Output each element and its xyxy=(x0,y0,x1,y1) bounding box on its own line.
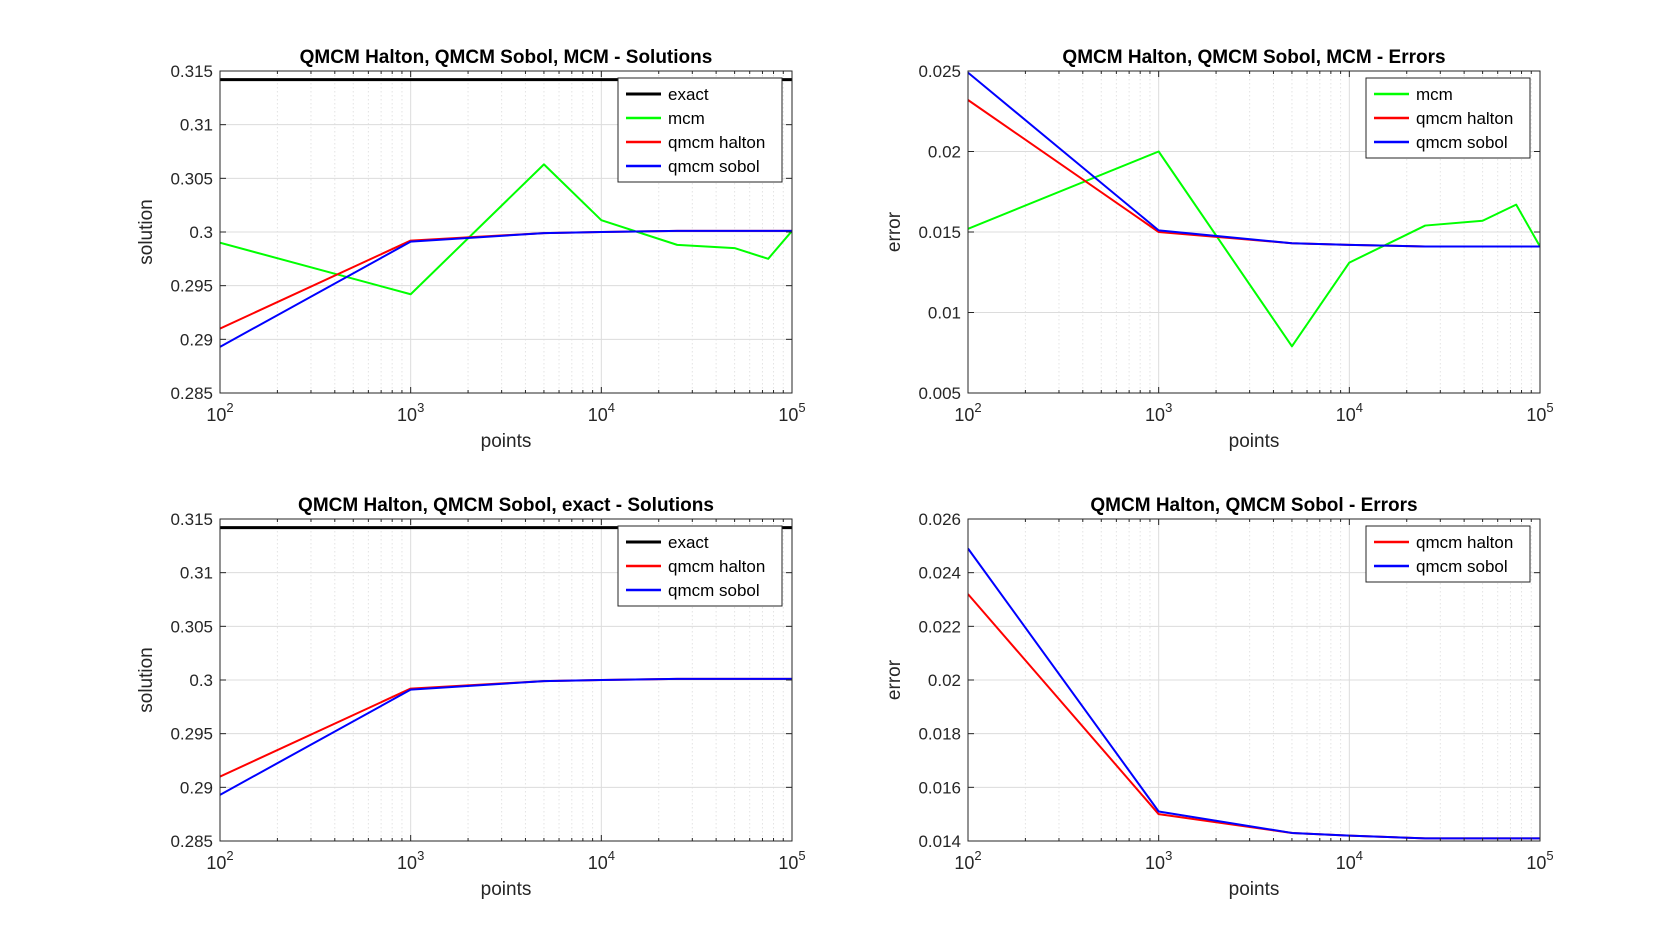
legend: qmcm halton qmcm sobol xyxy=(1365,525,1531,583)
x-tick-label: 105 xyxy=(1526,848,1553,873)
x-tick-label: 103 xyxy=(1145,848,1172,873)
chart-title: QMCM Halton, QMCM Sobol, exact - Solutio… xyxy=(298,495,714,516)
y-tick-label: 0.305 xyxy=(170,617,213,636)
y-tick-label: 0.015 xyxy=(918,223,961,242)
y-tick-label: 0.3 xyxy=(189,671,213,690)
subplot-3: 102 103 104 105 0.285 0.29 0.295 0.3 0.305 0.31 0.… xyxy=(136,495,806,900)
legend-label: qmcm halton xyxy=(668,557,765,576)
y-tick-label: 0.315 xyxy=(170,62,213,81)
legend-label: mcm xyxy=(1416,85,1453,104)
series-line-qmcm-sobol xyxy=(968,71,1540,248)
legend-label: qmcm sobol xyxy=(668,157,760,176)
subplot-4: 102 103 104 105 0.014 0.016 0.018 0.02 0.022 0.02… xyxy=(884,495,1554,900)
x-tick-label: 105 xyxy=(1526,400,1553,425)
legend-box xyxy=(1365,525,1531,583)
y-axis-label: error xyxy=(884,211,905,252)
y-tick-label: 0.022 xyxy=(918,617,961,636)
y-axis-label: error xyxy=(884,659,905,700)
subplot-1: 102 103 104 105 0.285 0.29 0.295 0.3 0.305 0.31 0.… xyxy=(136,47,806,452)
y-tick-label: 0.026 xyxy=(918,510,961,529)
x-tick-label: 104 xyxy=(588,400,615,425)
x-tick-label: 104 xyxy=(1336,400,1363,425)
x-axis-label: points xyxy=(481,431,532,452)
x-tick-label: 103 xyxy=(1145,400,1172,425)
y-tick-label: 0.295 xyxy=(170,277,213,296)
legend: mcm qmcm halton qmcm sobol xyxy=(1365,77,1531,159)
series-line-mcm xyxy=(220,163,792,296)
x-tick-label: 104 xyxy=(1336,848,1363,873)
legend-label: mcm xyxy=(668,109,705,128)
x-tick-label: 103 xyxy=(397,400,424,425)
y-tick-label: 0.315 xyxy=(170,510,213,529)
x-tick-label: 102 xyxy=(206,848,233,873)
x-tick-label: 105 xyxy=(778,400,805,425)
legend: exact mcm qmcm halton qmcm sobol xyxy=(617,77,783,183)
x-tick-label: 102 xyxy=(954,400,981,425)
x-tick-label: 105 xyxy=(778,848,805,873)
x-axis-label: points xyxy=(1229,431,1280,452)
legend-label: exact xyxy=(668,533,709,552)
y-tick-label: 0.014 xyxy=(918,832,961,851)
y-tick-label: 0.285 xyxy=(170,384,213,403)
y-tick-label: 0.005 xyxy=(918,384,961,403)
y-tick-label: 0.285 xyxy=(170,832,213,851)
legend: exact qmcm halton qmcm sobol xyxy=(617,525,783,607)
legend-label: qmcm halton xyxy=(1416,109,1513,128)
y-tick-label: 0.01 xyxy=(928,304,961,323)
legend-label: qmcm sobol xyxy=(1416,133,1508,152)
y-tick-label: 0.016 xyxy=(918,778,961,797)
y-tick-label: 0.29 xyxy=(180,778,213,797)
legend-label: qmcm sobol xyxy=(1416,557,1508,576)
x-tick-label: 103 xyxy=(397,848,424,873)
series-line-qmcm-sobol xyxy=(220,677,792,796)
chart-title: QMCM Halton, QMCM Sobol, MCM - Errors xyxy=(1062,47,1445,68)
y-tick-label: 0.3 xyxy=(189,223,213,242)
y-axis-label: solution xyxy=(136,199,157,265)
y-tick-label: 0.31 xyxy=(180,564,213,583)
legend-label: qmcm sobol xyxy=(668,581,760,600)
chart-title: QMCM Halton, QMCM Sobol, MCM - Solutions xyxy=(300,47,713,68)
y-tick-label: 0.018 xyxy=(918,725,961,744)
y-tick-label: 0.024 xyxy=(918,564,961,583)
legend-label: qmcm halton xyxy=(668,133,765,152)
series-line-mcm xyxy=(968,150,1540,348)
subplot-2: 102 103 104 105 0.005 0.01 0.015 0.02 0.025 QMCM … xyxy=(884,47,1554,452)
y-tick-label: 0.31 xyxy=(180,116,213,135)
y-tick-label: 0.295 xyxy=(170,725,213,744)
x-axis-label: points xyxy=(481,879,532,900)
legend-label: exact xyxy=(668,85,709,104)
y-tick-label: 0.29 xyxy=(180,330,213,349)
x-tick-label: 102 xyxy=(954,848,981,873)
series-line-qmcm-sobol xyxy=(220,229,792,348)
x-tick-label: 102 xyxy=(206,400,233,425)
y-tick-label: 0.02 xyxy=(928,671,961,690)
y-tick-label: 0.025 xyxy=(918,62,961,81)
y-tick-label: 0.305 xyxy=(170,169,213,188)
chart-title: QMCM Halton, QMCM Sobol - Errors xyxy=(1090,495,1417,516)
y-tick-label: 0.02 xyxy=(928,143,961,162)
legend-label: qmcm halton xyxy=(1416,533,1513,552)
x-tick-label: 104 xyxy=(588,848,615,873)
y-axis-label: solution xyxy=(136,647,157,713)
x-axis-label: points xyxy=(1229,879,1280,900)
